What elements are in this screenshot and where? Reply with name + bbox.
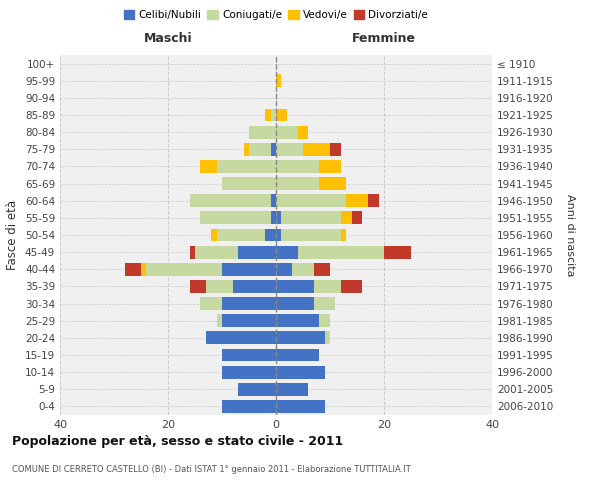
Text: Maschi: Maschi [143,32,193,44]
Bar [276,177,319,190]
Bar [276,314,319,327]
Bar [276,263,292,276]
Bar [195,246,238,258]
Bar [217,314,222,327]
Bar [276,400,325,413]
Bar [276,280,314,293]
Bar [384,246,411,258]
Bar [276,332,325,344]
Bar [190,280,206,293]
Bar [276,212,281,224]
Bar [271,194,276,207]
Bar [330,143,341,156]
Bar [222,366,276,378]
Text: COMUNE DI CERRETO CASTELLO (BI) - Dati ISTAT 1° gennaio 2011 - Elaborazione TUTT: COMUNE DI CERRETO CASTELLO (BI) - Dati I… [12,465,411,474]
Bar [281,228,341,241]
Bar [271,212,276,224]
Bar [271,108,276,122]
Bar [238,383,276,396]
Bar [276,160,319,173]
Bar [271,143,276,156]
Text: Popolazione per età, sesso e stato civile - 2011: Popolazione per età, sesso e stato civil… [12,435,343,448]
Bar [346,194,368,207]
Bar [368,194,379,207]
Bar [222,263,276,276]
Bar [190,246,195,258]
Bar [211,228,217,241]
Bar [141,263,146,276]
Bar [249,126,276,138]
Bar [341,280,362,293]
Bar [298,126,308,138]
Bar [222,297,276,310]
Bar [217,160,276,173]
Bar [319,314,330,327]
Bar [265,228,276,241]
Bar [190,194,271,207]
Bar [276,228,281,241]
Bar [217,228,265,241]
Bar [200,297,222,310]
Bar [303,143,330,156]
Bar [276,126,298,138]
Bar [276,348,319,362]
Y-axis label: Anni di nascita: Anni di nascita [565,194,575,276]
Bar [125,263,141,276]
Bar [276,108,287,122]
Bar [325,332,330,344]
Bar [314,280,341,293]
Bar [292,263,314,276]
Bar [352,212,362,224]
Bar [314,297,335,310]
Bar [200,212,271,224]
Bar [281,212,341,224]
Y-axis label: Fasce di età: Fasce di età [7,200,19,270]
Text: Femmine: Femmine [352,32,416,44]
Bar [200,160,217,173]
Bar [249,143,271,156]
Bar [233,280,276,293]
Bar [238,246,276,258]
Bar [244,143,249,156]
Legend: Celibi/Nubili, Coniugati/e, Vedovi/e, Divorziati/e: Celibi/Nubili, Coniugati/e, Vedovi/e, Di… [119,6,433,25]
Bar [319,160,341,173]
Bar [222,177,276,190]
Bar [276,383,308,396]
Bar [276,246,298,258]
Bar [298,246,384,258]
Bar [222,314,276,327]
Bar [206,332,276,344]
Bar [206,280,233,293]
Bar [276,297,314,310]
Bar [341,228,346,241]
Bar [314,263,330,276]
Bar [276,74,281,87]
Bar [276,366,325,378]
Bar [265,108,271,122]
Bar [319,177,346,190]
Bar [222,400,276,413]
Bar [276,143,303,156]
Bar [341,212,352,224]
Bar [146,263,222,276]
Bar [222,348,276,362]
Bar [276,194,346,207]
